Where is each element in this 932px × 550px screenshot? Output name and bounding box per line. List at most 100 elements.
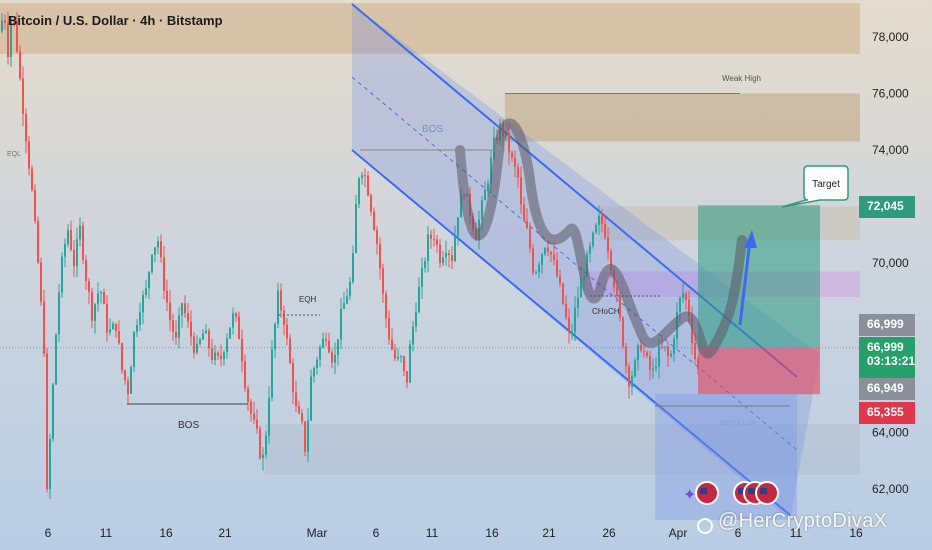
candle-body (292, 363, 294, 393)
y-tick-label: 78,000 (872, 30, 909, 44)
candle-body (646, 352, 648, 356)
candle-body (679, 297, 681, 312)
candle-body (52, 384, 54, 439)
current-price-tag: 66,999 03:13:21 (859, 337, 915, 381)
candle-body (229, 327, 231, 339)
candle-body (529, 227, 531, 249)
candle-body (538, 264, 540, 273)
candle-body (523, 204, 525, 221)
candle-body (352, 253, 354, 282)
candle-body (421, 267, 423, 288)
eql-label: EQL (7, 151, 21, 158)
candle-body (37, 220, 39, 263)
candle-body (295, 392, 297, 407)
candle-body (286, 324, 288, 339)
candle-body (16, 20, 18, 52)
candle-body (64, 243, 66, 257)
candle-body (436, 239, 438, 245)
zone-4 (265, 424, 860, 475)
candle-body (652, 368, 654, 371)
candle-body (205, 330, 207, 334)
stop-zone (698, 347, 820, 395)
x-tick-label: 11 (426, 526, 439, 540)
candle-body (628, 366, 630, 387)
candle-body (103, 292, 105, 305)
candle-body (76, 239, 78, 267)
candle-body (238, 316, 240, 339)
author-watermark: @HerCryptoDivaX (718, 510, 888, 532)
candle-body (661, 346, 663, 348)
candle-body (214, 352, 216, 360)
target-label: Target (812, 179, 840, 190)
candle-body (544, 247, 546, 254)
candle-body (517, 166, 519, 178)
candle-body (244, 361, 246, 389)
candle-body (313, 368, 315, 377)
candle-body (403, 356, 405, 371)
candle-body (328, 340, 330, 353)
candle-body (340, 308, 342, 340)
price-axis[interactable]: 62,000 64,000 70,000 74,000 76,000 78,000 (872, 30, 909, 496)
candle-body (265, 435, 267, 455)
candle-body (358, 178, 360, 204)
candle-body (40, 262, 42, 302)
y-tick-label: 70,000 (872, 256, 909, 270)
candle-body (133, 331, 135, 368)
candle-body (637, 344, 639, 361)
candle-body (304, 421, 306, 452)
candle-body (181, 303, 183, 316)
candle-body (307, 420, 309, 452)
eqh-label: EQH (299, 295, 317, 304)
candle-body (250, 401, 252, 414)
candle-body (601, 215, 603, 224)
candle-body (160, 241, 162, 258)
candle-body (604, 223, 606, 238)
candle-body (199, 339, 201, 344)
candle-body (631, 376, 633, 387)
candle-body (412, 326, 414, 345)
candle-body (349, 281, 351, 297)
candle-body (361, 175, 363, 179)
candle-body (91, 292, 93, 321)
flag-canton (760, 488, 767, 494)
target-price-tag: 72,045 (859, 196, 915, 218)
candle-body (22, 78, 24, 114)
candle-body (670, 353, 672, 357)
candle-body (226, 338, 228, 353)
candle-body (145, 288, 147, 295)
candle-body (274, 323, 276, 350)
candle-body (592, 232, 594, 246)
economic-event-icons[interactable]: ✦ (683, 481, 779, 534)
candle-body (187, 313, 189, 322)
candle-body (418, 287, 420, 313)
candle-body (406, 370, 408, 383)
candle-body (241, 338, 243, 362)
candle-body (118, 331, 120, 344)
candle-body (169, 302, 171, 321)
candle-body (289, 338, 291, 364)
candle-body (442, 257, 444, 264)
candle-body (196, 343, 198, 353)
x-tick-label: 6 (373, 526, 380, 540)
candle-body (247, 388, 249, 402)
candle-body (178, 315, 180, 339)
candle-body (385, 293, 387, 319)
candle-body (121, 343, 123, 371)
candle-body (643, 351, 645, 353)
candle-body (337, 339, 339, 355)
candle-body (73, 249, 75, 267)
candle-body (655, 366, 657, 369)
chart-annotations: Weak High BOS BOS EQH EQL CHoCH Strong Low Targ… (7, 74, 849, 431)
candle-body (619, 295, 621, 318)
candle-body (46, 353, 48, 490)
candle-body (208, 330, 210, 349)
candle-body (460, 195, 462, 218)
x-tick-label: 11 (790, 526, 803, 540)
zone-0 (0, 3, 860, 54)
sparkle-icon: ✦ (683, 485, 696, 504)
candle-body (82, 225, 84, 260)
time-axis[interactable]: 6 11 16 21 Mar 6 11 16 21 26 Apr 6 11 16 (45, 526, 863, 540)
candle-body (310, 376, 312, 421)
candle-body (7, 22, 9, 58)
